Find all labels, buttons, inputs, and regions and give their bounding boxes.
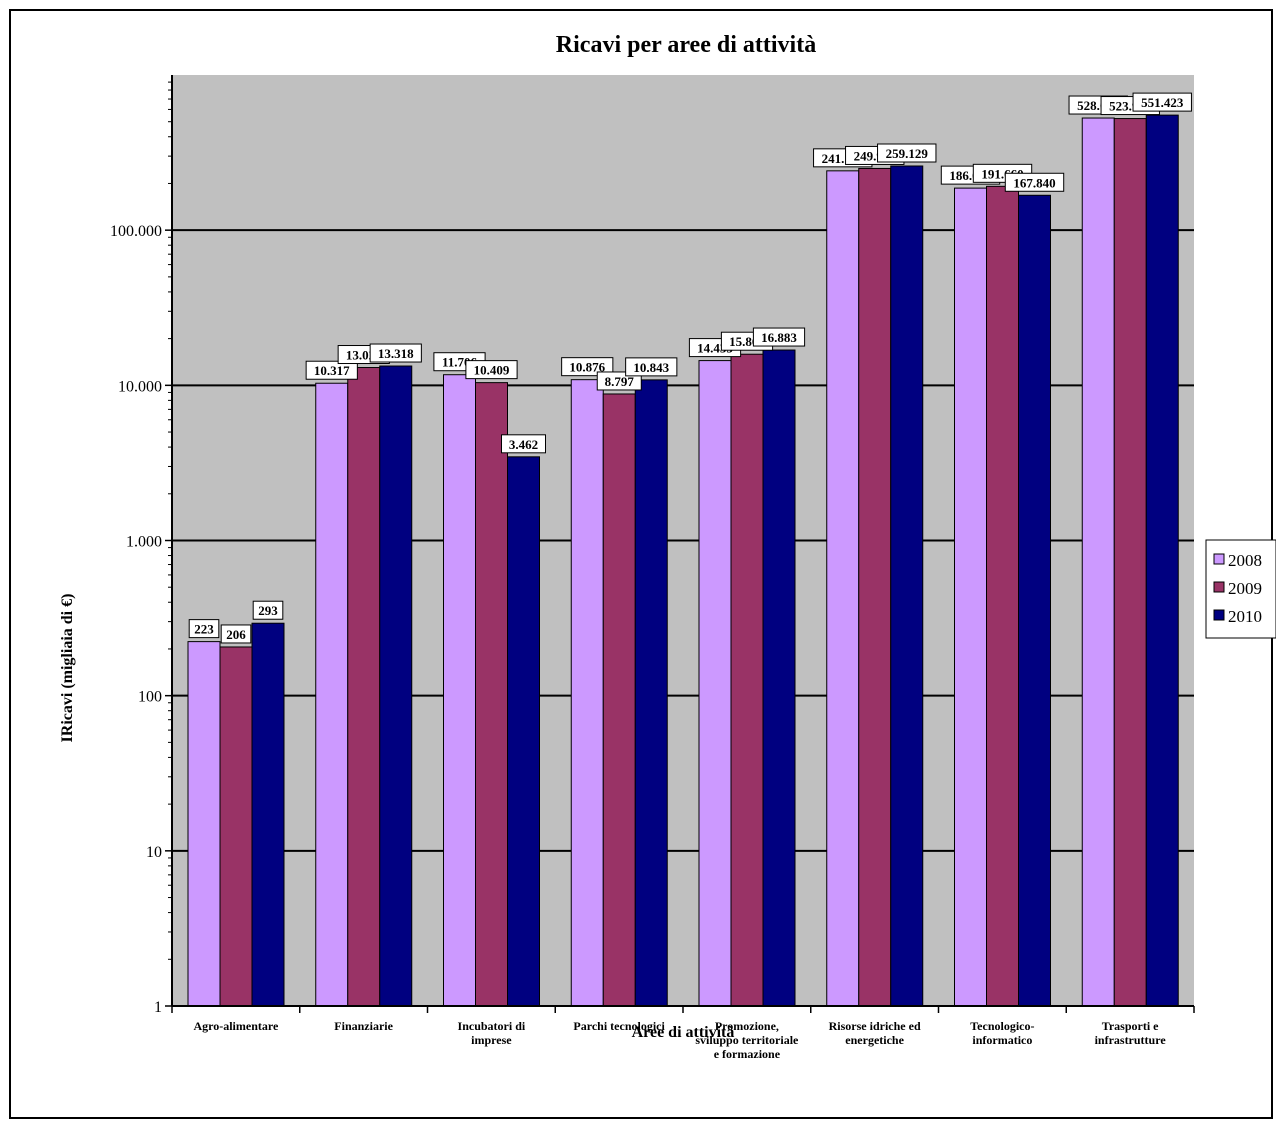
x-tick-label: Risorse idriche ed [829,1019,921,1033]
data-label-box [1132,92,1192,112]
data-label-box [465,360,518,380]
data-label-box [877,143,937,163]
bar-2010 [507,456,540,1007]
bar-2010 [379,365,413,1007]
x-tick-label: Trasporti e [1102,1019,1159,1033]
chart-title: Ricavi per aree di attività [556,32,816,58]
data-label: 16.883 [761,330,797,345]
data-label: 8.797 [605,374,635,389]
data-label: 3.462 [509,437,538,452]
data-label: 293 [258,603,278,618]
bar-2009 [602,393,636,1007]
y-tick-label: 10.000 [118,378,162,395]
legend-label: 2008 [1228,551,1262,570]
data-label: 10.876 [569,360,605,375]
legend: 2008 2009 2010 [1205,539,1276,639]
bar-2009 [219,646,253,1007]
bar-2008 [570,379,604,1007]
data-label: 10.409 [474,363,510,378]
x-tick-label: Parchi tecnologici [573,1019,665,1033]
bar-2010 [634,379,668,1007]
y-tick-label: 100.000 [110,223,162,240]
data-label: 167.840 [1013,175,1055,190]
data-label-box [752,327,806,347]
data-label-box [596,371,642,391]
data-label-box [501,434,546,454]
data-label-box [252,600,284,620]
y-axis-title: IRicavi (migliaia di €) [59,594,76,743]
bar-2010 [762,349,796,1007]
x-tick-label: imprese [471,1033,512,1047]
bar-2010 [1018,194,1051,1007]
bar-2009 [730,353,764,1007]
bar-2008 [315,382,349,1007]
data-label: 551.423 [1141,95,1184,110]
x-tick-label: Agro-alimentare [193,1019,279,1033]
bar-2009 [347,367,381,1007]
bar-2008 [698,360,732,1007]
x-tick-label: infrastrutture [1095,1033,1167,1047]
bar-2008 [443,374,476,1007]
data-label-box [561,357,614,377]
y-tick-label: 10 [146,844,162,861]
bar-2008 [826,170,860,1007]
bar-2010 [890,165,924,1007]
x-tick-label: informatico [972,1033,1032,1047]
legend-label: 2009 [1228,579,1262,598]
legend-label: 2010 [1228,607,1262,626]
x-tick-label: Promozione, [715,1019,779,1033]
y-tick-label: 1 [154,999,162,1016]
bar-2010 [1145,114,1179,1007]
x-tick-label: e formazione [714,1047,781,1061]
x-axis-title: Aree di attività [632,1024,735,1041]
data-label-box [1004,172,1065,192]
data-label: 223 [194,622,214,637]
data-label-box [625,357,678,377]
x-tick-label: Tecnologico- [970,1019,1034,1033]
bar-2010 [251,622,285,1007]
x-tick-label: sviluppo territoriale [695,1033,799,1047]
data-label: 259.129 [886,146,929,161]
x-tick-label: Finanziarie [334,1019,393,1033]
bar-2008 [1081,117,1115,1007]
legend-swatch-2009 [1213,581,1225,593]
y-tick-label: 100 [138,689,162,706]
data-label-box [369,343,422,363]
y-tick-label: 1.000 [126,534,162,551]
bar-2009 [1113,118,1147,1007]
data-label: 13.318 [378,346,414,361]
data-label-box [220,624,252,644]
legend-swatch-2010 [1213,609,1225,621]
data-label: 10.843 [633,360,669,375]
data-label: 10.317 [314,363,350,378]
data-label: 206 [226,627,246,642]
bar-2009 [986,185,1019,1007]
bar-2009 [475,382,508,1007]
x-tick-label: energetiche [845,1033,904,1047]
bar-2008 [187,641,221,1007]
bar-2008 [954,187,987,1007]
x-tick-label: Incubatori di [458,1019,526,1033]
data-label-box [188,619,220,639]
data-label-box [305,360,358,380]
bar-2009 [858,167,892,1007]
legend-swatch-2008 [1213,553,1225,565]
